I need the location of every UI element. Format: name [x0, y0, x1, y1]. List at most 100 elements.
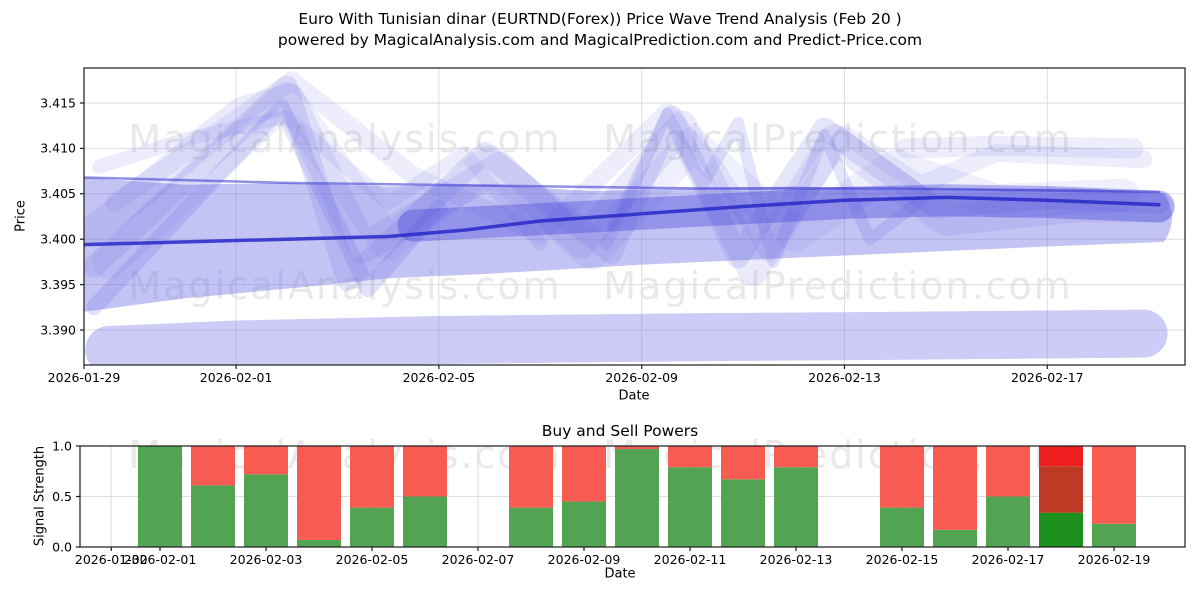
band-core-trend-line	[84, 195, 1161, 247]
bar-2026-02-13	[774, 446, 818, 547]
band-fan-5-left	[92, 109, 548, 251]
y-tick-label: 3.400	[40, 232, 76, 247]
sell-segment	[933, 446, 977, 530]
x-tick-label: 2026-02-15	[866, 552, 939, 567]
bar-2026-02-02	[191, 446, 235, 547]
bars	[138, 446, 1136, 547]
band-fan-2	[84, 83, 1174, 286]
y-tick-label: 3.390	[40, 322, 76, 337]
sell-segment	[880, 446, 924, 508]
sell-segment	[244, 446, 288, 475]
watermark-text: MagicalAnalysis.com	[128, 264, 561, 308]
x-tick-label: 2026-02-13	[808, 370, 881, 385]
y-tick-label: 3.410	[40, 141, 76, 156]
bar-2026-02-04	[297, 446, 341, 547]
sell-segment	[986, 446, 1030, 497]
band-fan-wide-light	[92, 81, 1141, 279]
chart-title-line2: powered by MagicalAnalysis.com and Magic…	[277, 31, 923, 49]
sell-segment	[721, 446, 765, 480]
y-tick-label: 1.0	[52, 438, 72, 453]
buy-segment	[721, 479, 765, 547]
bar-2026-02-15	[880, 446, 924, 547]
bars-subplot-title: Buy and Sell Powers	[541, 422, 699, 440]
buy-segment	[138, 446, 182, 547]
buy-segment	[244, 474, 288, 547]
buy-segment	[668, 467, 712, 547]
x-tick-label: 2026-02-01	[200, 370, 273, 385]
plot-border	[83, 67, 1186, 366]
x-tick-label: 2026-01-30	[75, 552, 148, 567]
y-tick-label: 3.405	[40, 186, 76, 201]
band-right-high-capsule	[895, 135, 1144, 159]
x-tick-label: 2026-02-09	[605, 370, 678, 385]
x-tick-label: 2026-02-07	[442, 552, 515, 567]
sell-segment	[615, 446, 659, 450]
band-lower-band	[85, 309, 1168, 365]
bar-2026-02-09	[562, 446, 606, 547]
wave-bands	[84, 71, 1175, 365]
watermark-text: MagicalAnalysis.com	[128, 117, 561, 161]
x-tick-label: 2026-02-11	[654, 552, 727, 567]
sell-segment	[403, 446, 447, 497]
sell-segment	[774, 446, 818, 468]
sell-segment	[191, 446, 235, 486]
sell-segment	[1092, 446, 1136, 524]
band-fan-4-left	[86, 99, 447, 316]
buy-segment	[774, 467, 818, 547]
watermark-text: MagicalPrediction.com	[603, 264, 1073, 308]
band-fan-1	[84, 75, 1170, 292]
x-tick-label: 2026-02-19	[1078, 552, 1151, 567]
bar-2026-02-06	[403, 446, 447, 547]
y-tick-label: 3.415	[40, 95, 76, 110]
sell-segment	[668, 446, 712, 468]
band-main-band	[84, 177, 1172, 312]
bar-2026-02-12	[721, 446, 765, 547]
buy-segment	[191, 485, 235, 547]
bar-2026-02-17	[986, 446, 1030, 547]
date-axis-label-top: Date	[618, 388, 650, 404]
price-axis-label: Price	[13, 200, 29, 232]
buy-segment	[880, 507, 924, 547]
sell-segment	[562, 446, 606, 502]
signal-strength-axis-label: Signal Strength	[32, 445, 48, 547]
bar-2026-02-08	[509, 446, 553, 547]
bar-2026-02-19	[1092, 446, 1136, 547]
y-tick-label: 0.0	[52, 539, 72, 554]
band-upper-edge-line	[84, 176, 1161, 194]
band-fan-6-peaks	[600, 107, 927, 268]
y-tick-label: 0.5	[52, 489, 72, 504]
buy-segment	[615, 449, 659, 547]
date-axis-label-bottom: Date	[604, 566, 636, 582]
buy-segment	[986, 496, 1030, 547]
buy-segment	[350, 507, 394, 547]
buy-segment	[403, 496, 447, 547]
x-tick-label: 2026-02-05	[403, 370, 476, 385]
x-tick-label: 2026-02-03	[230, 552, 303, 567]
bar-segment	[1039, 446, 1083, 467]
buy-segment	[297, 539, 341, 547]
x-tick-label: 2026-02-01	[124, 552, 197, 567]
x-tick-label: 2026-02-13	[760, 552, 833, 567]
bar-segment	[1039, 466, 1083, 513]
x-tick-label: 2026-01-29	[48, 370, 121, 385]
buy-segment	[509, 507, 553, 547]
bar-2026-02-05	[350, 446, 394, 547]
signal-plot: MagicalAnalysis.com MagicalPrediction.com…	[52, 433, 1186, 567]
bar-2026-02-01	[138, 446, 182, 547]
bar-2026-02-03	[244, 446, 288, 547]
bar-2026-02-16	[933, 446, 977, 547]
bar-2026-02-11	[668, 446, 712, 547]
bar-segment	[1039, 512, 1083, 547]
bar-2026-02-10	[615, 446, 659, 547]
sell-segment	[509, 446, 553, 508]
buy-segment	[1092, 523, 1136, 547]
chart-title: Euro With Tunisian dinar (EURTND(Forex))…	[0, 9, 1200, 51]
buy-segment	[933, 529, 977, 547]
y-tick-label: 3.395	[40, 277, 76, 292]
band-fan-3-upper	[105, 71, 1153, 262]
x-tick-label: 2026-02-17	[972, 552, 1045, 567]
price-plot: MagicalAnalysis.com MagicalPrediction.com…	[40, 67, 1186, 385]
sell-segment	[297, 446, 341, 540]
